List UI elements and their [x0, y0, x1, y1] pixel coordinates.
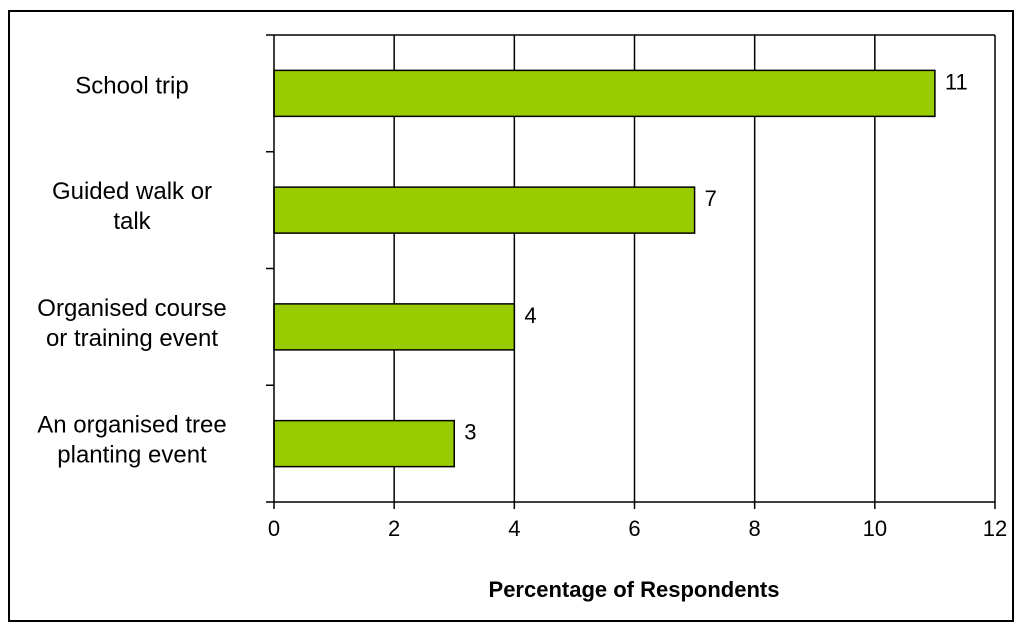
bar: [273, 186, 696, 234]
data-label: 7: [705, 186, 717, 211]
x-tick-label: 0: [268, 516, 280, 541]
category-label: School trip: [75, 72, 188, 99]
bar: [273, 303, 516, 351]
x-tick-label: 8: [749, 516, 761, 541]
bars: [273, 69, 936, 468]
category-label: An organised tree planting event: [37, 412, 226, 469]
category-label: Organised course or training event: [37, 295, 226, 352]
x-tick-label: 4: [508, 516, 520, 541]
x-axis-title: Percentage of Respondents: [489, 577, 780, 602]
labels: 0 2 4 6 8 10 12 11 School trip 7 Guided walk or tal…: [37, 69, 1007, 541]
x-tick-label: 2: [388, 516, 400, 541]
data-label: 3: [464, 420, 476, 445]
data-label: 4: [524, 303, 536, 328]
x-tick-label: 10: [863, 516, 887, 541]
x-tick-label: 6: [628, 516, 640, 541]
bar: [273, 419, 455, 468]
data-label: 11: [945, 69, 968, 94]
bar: [273, 69, 936, 118]
axes: [266, 34, 996, 509]
x-tick-label: 12: [983, 516, 1007, 541]
category-label: Guided walk or talk: [52, 178, 212, 235]
